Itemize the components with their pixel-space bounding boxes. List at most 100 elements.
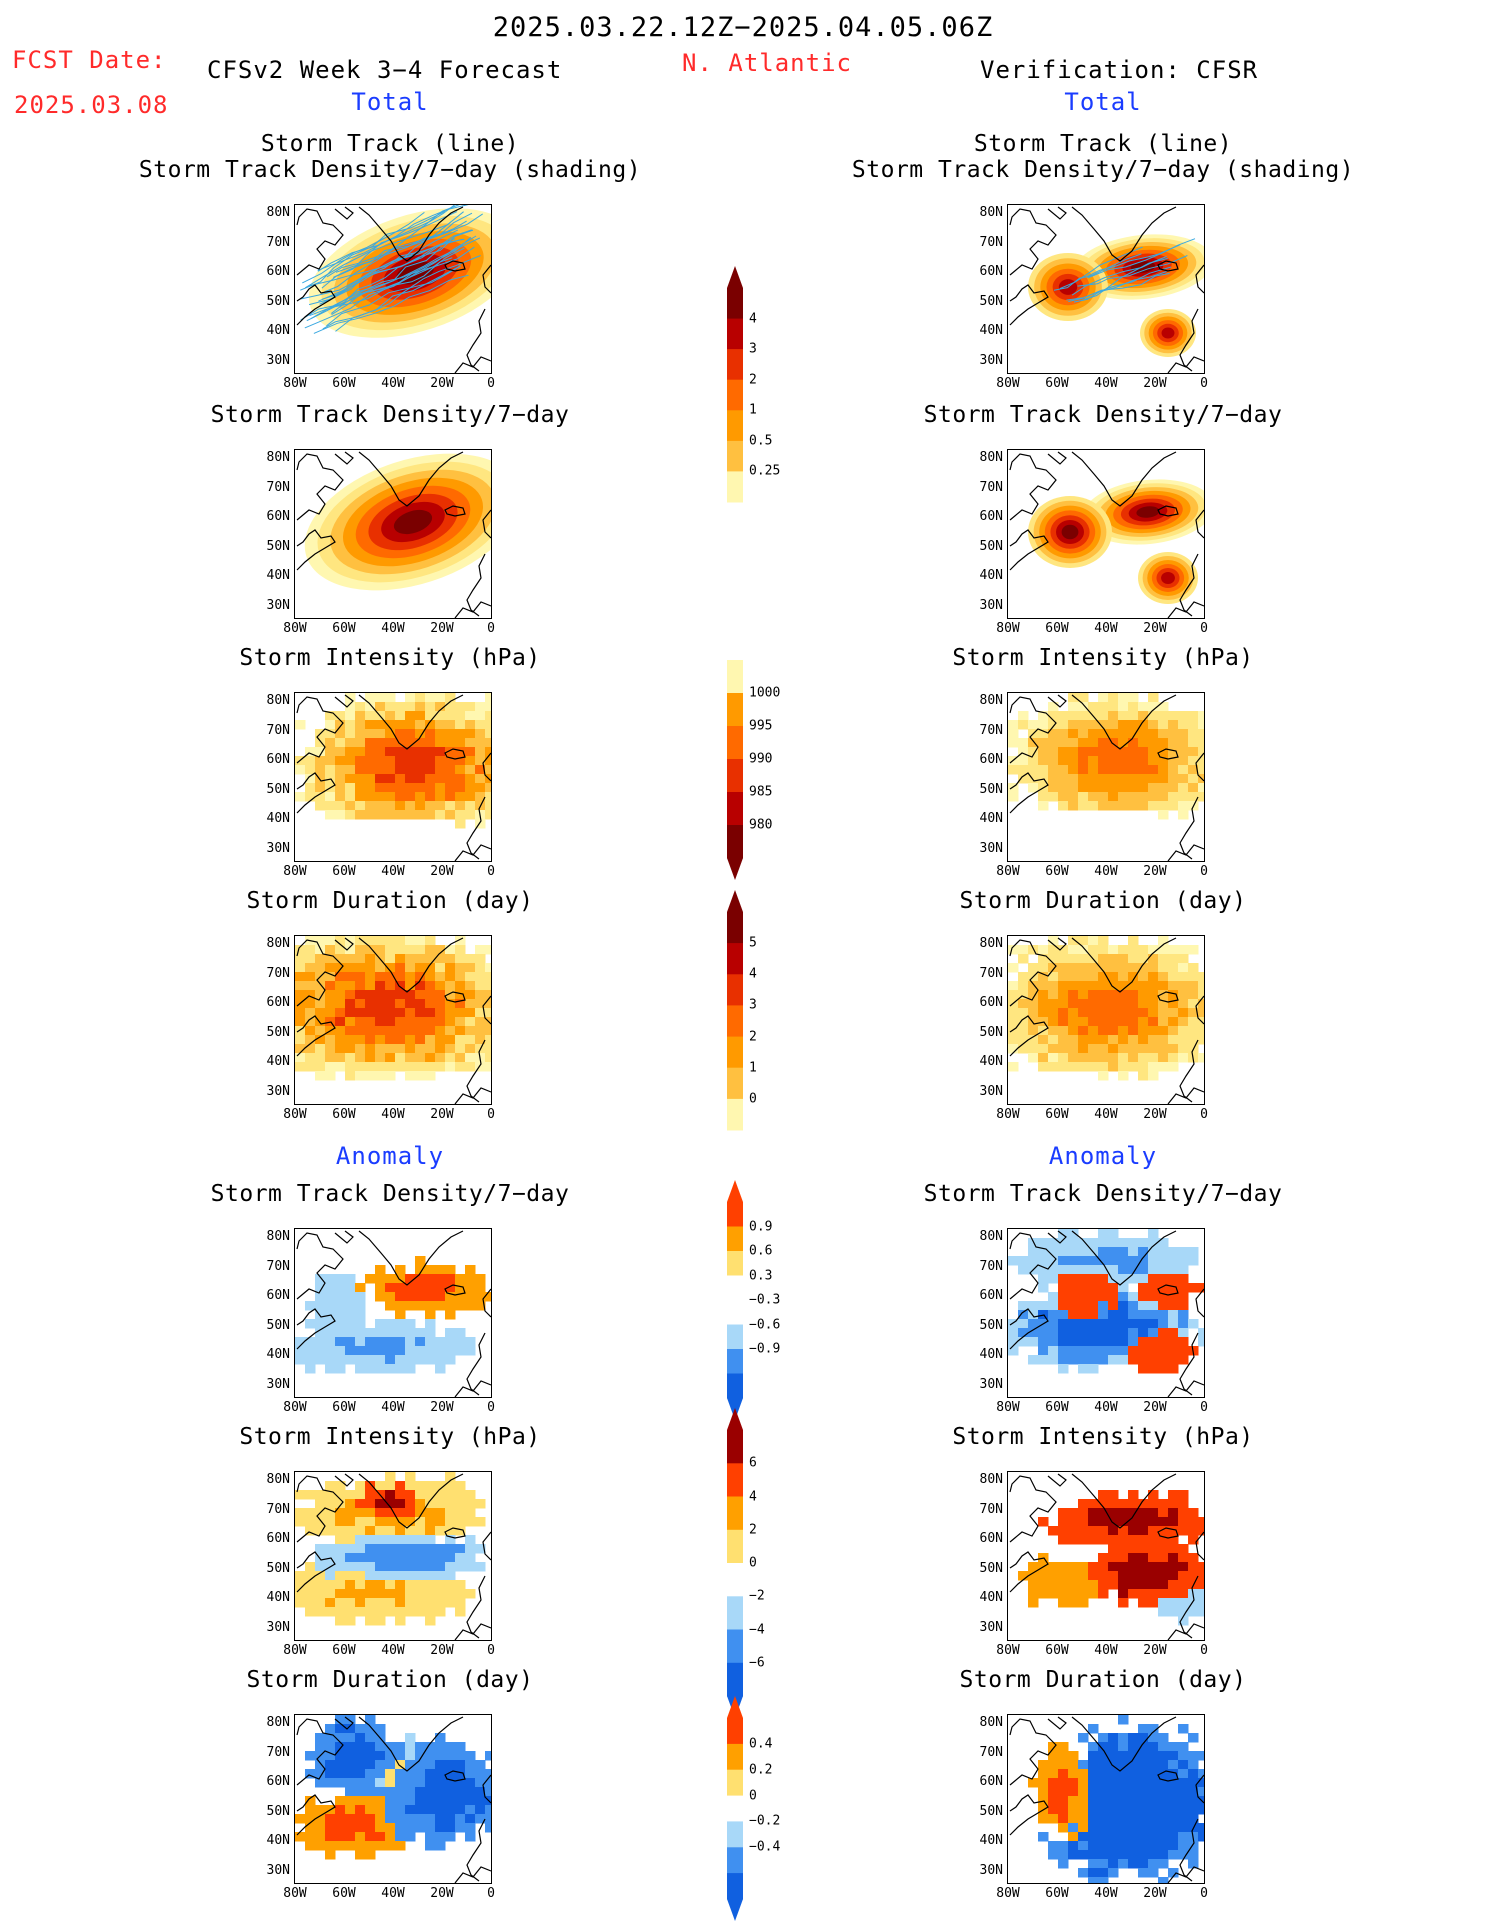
lat-tick-label: 60N — [266, 264, 290, 279]
left-total-heading: Total — [351, 88, 429, 116]
lat-tick-label: 70N — [266, 479, 290, 495]
lat-tick-label: 70N — [266, 965, 290, 981]
lon-tick-label: 20W — [1143, 376, 1167, 391]
lon-tick-label: 80W — [283, 864, 307, 879]
lat-tick-label: 30N — [979, 840, 1003, 856]
lon-tick-label: 20W — [1143, 1886, 1167, 1901]
right-intensity-field — [1008, 693, 1204, 861]
lon-tick-label: 80W — [996, 1886, 1020, 1901]
lat-tick-label: 50N — [979, 1317, 1003, 1333]
lat-tick-label: 30N — [979, 1083, 1003, 1099]
colorbar-tick-label: 1 — [749, 1060, 757, 1076]
lat-tick-label: 50N — [979, 781, 1003, 797]
lon-tick-label: 40W — [1094, 1886, 1118, 1901]
colorbar-tick-label: −0.6 — [749, 1317, 781, 1332]
lon-tick-label: 60W — [1045, 376, 1069, 391]
lat-tick-label: 30N — [266, 1862, 290, 1878]
lat-tick-label: 70N — [979, 1258, 1003, 1274]
lon-tick-label: 80W — [283, 1400, 307, 1415]
lat-tick-label: 30N — [266, 1376, 290, 1392]
lon-tick-label: 60W — [332, 864, 356, 879]
colorbar-tick-label: 2 — [749, 1522, 757, 1538]
colorbar-tick-label: 2 — [749, 372, 757, 388]
lon-tick-label: 60W — [1045, 621, 1069, 636]
lat-tick-label: 50N — [979, 1024, 1003, 1040]
model-title: CFSv2 Week 3−4 Forecast — [207, 56, 563, 84]
left-density-anom-title: Storm Track Density/7−day — [210, 1181, 570, 1207]
lon-tick-label: 60W — [1045, 1643, 1069, 1658]
right-track-title: Storm Track (line) — [973, 131, 1233, 157]
lon-tick-label: 40W — [1094, 1107, 1118, 1122]
lon-tick-label: 80W — [996, 1400, 1020, 1415]
colorbar-tick-label: 1000 — [749, 685, 781, 701]
verification-title: Verification: CFSR — [980, 56, 1259, 84]
left-intensity-field — [295, 693, 491, 861]
lat-tick-label: 50N — [266, 781, 290, 797]
lat-tick-label: 80N — [979, 1229, 1003, 1244]
colorbar-tick-label: −6 — [749, 1655, 765, 1671]
lon-tick-label: 60W — [1045, 1107, 1069, 1122]
lon-tick-label: 0 — [487, 1886, 495, 1901]
lat-tick-label: 60N — [979, 1531, 1003, 1546]
colorbar-tick-label: 1 — [749, 402, 757, 418]
colorbar-tick-label: −2 — [749, 1588, 765, 1604]
lat-tick-label: 60N — [979, 509, 1003, 524]
lat-tick-label: 50N — [266, 1560, 290, 1576]
right-track-map — [1007, 204, 1205, 374]
colorbar-duration-anom: 0.4 0.2 0 −0.2 −0.4 — [727, 1696, 780, 1921]
lat-tick-label: 40N — [266, 1347, 290, 1362]
lat-tick-label: 40N — [266, 1590, 290, 1605]
lat-tick-label: 70N — [266, 234, 290, 250]
lat-tick-label: 30N — [979, 1376, 1003, 1392]
lat-tick-label: 80N — [266, 1229, 290, 1244]
lon-tick-label: 40W — [1094, 1400, 1118, 1415]
lat-tick-label: 60N — [979, 1774, 1003, 1789]
left-anomaly-heading: Anomaly — [335, 1142, 445, 1170]
lon-tick-label: 80W — [996, 376, 1020, 391]
lon-tick-label: 20W — [430, 1107, 454, 1122]
region-title: N. Atlantic — [682, 49, 852, 77]
lon-tick-label: 0 — [487, 1643, 495, 1658]
right-duration-anom-title: Storm Duration (day) — [959, 1667, 1247, 1693]
lat-tick-label: 80N — [979, 1715, 1003, 1730]
lat-tick-label: 70N — [979, 1501, 1003, 1517]
lon-tick-label: 80W — [996, 621, 1020, 636]
lon-tick-label: 40W — [1094, 864, 1118, 879]
lat-tick-label: 80N — [266, 936, 290, 951]
lon-tick-label: 60W — [1045, 864, 1069, 879]
lon-tick-label: 0 — [487, 376, 495, 391]
lat-tick-label: 80N — [979, 450, 1003, 465]
colorbar-tick-label: 4 — [749, 1489, 757, 1504]
left-duration-field — [295, 936, 491, 1104]
left-intensity-anom-map — [294, 1471, 492, 1641]
lon-tick-label: 40W — [381, 1643, 405, 1658]
lon-tick-label: 20W — [430, 1643, 454, 1658]
lat-tick-label: 40N — [979, 811, 1003, 826]
lon-tick-label: 20W — [1143, 1107, 1167, 1122]
colorbar-tick-label: 0.5 — [749, 433, 773, 449]
colorbar-tick-label: 2 — [749, 1029, 757, 1045]
colorbar-density-anom: 0.9 0.6 0.3 −0.3 −0.6 −0.9 — [727, 1180, 780, 1420]
right-intensity-title: Storm Intensity (hPa) — [952, 645, 1254, 671]
lon-tick-label: 0 — [1200, 1400, 1208, 1415]
lat-tick-label: 80N — [979, 205, 1003, 220]
lat-tick-label: 60N — [266, 995, 290, 1010]
left-intensity-anom-field — [295, 1472, 491, 1640]
left-density-map — [294, 449, 492, 619]
left-track-field — [296, 205, 491, 373]
colorbar-tick-label: −0.3 — [749, 1292, 781, 1308]
lon-tick-label: 40W — [381, 376, 405, 391]
lon-tick-label: 80W — [283, 1643, 307, 1658]
lon-tick-label: 80W — [996, 864, 1020, 879]
right-duration-map — [1007, 935, 1205, 1105]
colorbar-tick-label: −0.2 — [749, 1813, 781, 1829]
right-intensity-anom-title: Storm Intensity (hPa) — [952, 1424, 1254, 1450]
left-duration-title: Storm Duration (day) — [246, 888, 534, 914]
lat-tick-label: 40N — [979, 568, 1003, 583]
colorbar-tick-label: 0.2 — [749, 1762, 773, 1778]
lon-tick-label: 0 — [487, 621, 495, 636]
lat-tick-label: 60N — [979, 995, 1003, 1010]
right-density-field — [1009, 451, 1204, 618]
lat-tick-label: 40N — [979, 323, 1003, 338]
colorbar-tick-label: 4 — [749, 966, 757, 982]
